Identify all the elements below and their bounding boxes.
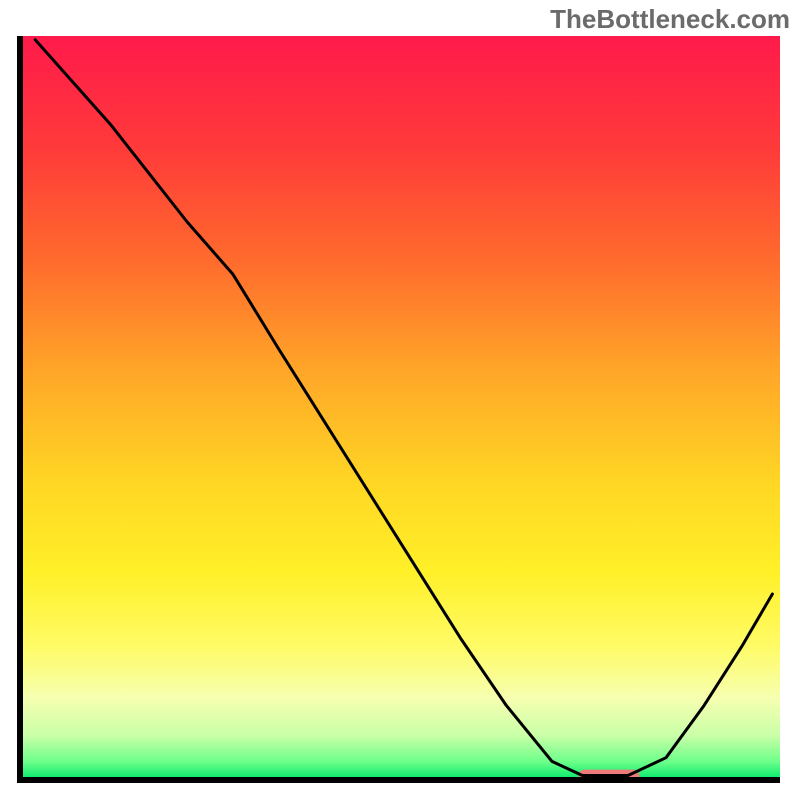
gradient-background	[20, 36, 780, 780]
chart-svg	[0, 0, 800, 800]
plot-area	[17, 36, 780, 781]
bottleneck-chart: TheBottleneck.com	[0, 0, 800, 800]
